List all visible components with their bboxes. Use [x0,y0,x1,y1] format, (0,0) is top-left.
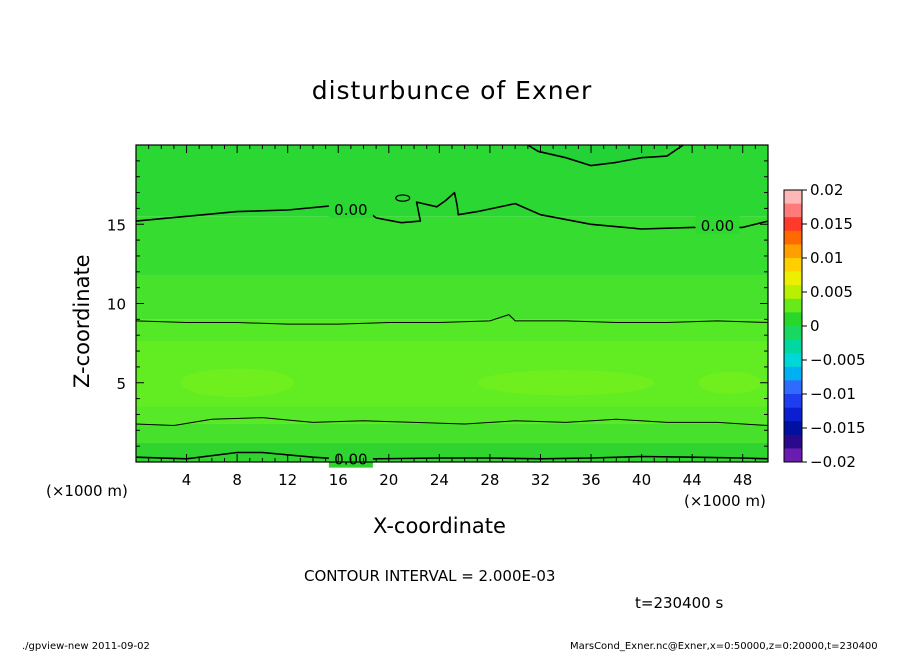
chart-title: disturbunce of Exner [311,76,593,105]
y-tick-label: 10 [107,296,126,314]
x-tick-label: 16 [329,471,348,489]
colorbar-swatch [784,421,802,436]
contour-loop [395,194,411,202]
footer-left-info: ./gpview-new 2011-09-02 [22,641,150,652]
colorbar: 0.02 0.015 0.01 0.005 0 −0.005 −0.01 −0.015 −0.0… [783,181,866,471]
colorbar-swatch [784,244,802,259]
colorbar-swatch [784,326,802,340]
x-tick-label: 40 [632,471,651,489]
colorbar-swatch [784,271,802,286]
contour-band-2 [136,406,768,424]
y-tick-label: 15 [107,216,126,234]
highlight-patch-1 [477,370,655,396]
colorbar-swatch [784,407,802,422]
contour-label-bg-1 [695,215,740,234]
x-tick-label: 8 [232,471,242,489]
colorbar-swatch [784,312,802,327]
colorbar-tick-label: −0.005 [810,351,866,369]
colorbar-swatch [784,217,802,232]
contour-label-bg-0 [328,199,373,218]
highlight-patch-0 [180,368,294,398]
contour-band-5 [136,274,768,320]
x-tick-label: 12 [278,471,297,489]
colorbar-swatch [784,285,802,300]
colorbar-tick-label: 0.01 [810,249,843,267]
contour-line-3 [135,417,769,426]
colorbar-swatch [784,203,802,218]
colorbar-swatch [784,394,802,408]
colorbar-tick-label: −0.02 [810,453,856,471]
x-tick-label: 24 [430,471,449,489]
x-axis-ticks: 4 8 12 16 20 24 28 32 36 40 44 48 [135,145,769,489]
x-tick-label: 4 [182,471,192,489]
colorbar-tick-label: 0 [810,317,820,335]
contour-band-1 [136,423,768,443]
colorbar-swatch [784,434,802,449]
x-unit-label-right: (×1000 m) [684,492,766,510]
colorbar-swatch [784,448,802,463]
x-unit-label-left: (×1000 m) [46,482,128,500]
colorbar-swatch [784,366,802,381]
contour-fill-bands [136,145,768,462]
x-tick-label: 48 [733,471,752,489]
contour-label-1: 0.00 [701,217,734,235]
colorbar-swatch [784,298,802,313]
colorbar-tick-label: 0.005 [810,283,853,301]
colorbar-swatch [784,190,802,204]
contour-band-4 [136,319,768,342]
colorbar-swatch [784,230,802,245]
y-axis-label: Z-coordinate [70,254,94,388]
colorbar-tick-label: −0.01 [810,385,856,403]
x-tick-label: 28 [480,471,499,489]
contour-label-0: 0.00 [334,201,367,219]
x-axis-label: X-coordinate [373,514,506,538]
colorbar-swatch [784,380,802,395]
contour-interval-text: CONTOUR INTERVAL = 2.000E-03 [304,567,556,585]
y-tick-label: 5 [116,375,126,393]
footer-right-info: MarsCond_Exner.nc@Exner,x=0:50000,z=0:20… [570,641,878,652]
colorbar-swatch [784,258,802,272]
x-tick-label: 44 [683,471,702,489]
colorbar-swatch [784,353,802,368]
colorbar-tick-label: 0.015 [810,215,853,233]
colorbar-tick-label: 0.02 [810,181,843,199]
contour-band-6 [136,216,768,275]
y-axis-ticks: 5 10 15 [107,144,768,463]
time-label: t=230400 s [635,594,724,612]
x-tick-label: 36 [581,471,600,489]
contour-band-7 [136,145,768,217]
highlight-patch-2 [698,371,762,394]
colorbar-tick-label: −0.015 [810,419,866,437]
colorbar-swatch [784,339,802,354]
contour-line-1 [527,144,684,167]
contour-labels: 0.000.000.00 [328,199,740,469]
x-tick-label: 32 [531,471,550,489]
x-tick-label: 20 [379,471,398,489]
contour-line-2 [135,314,769,325]
